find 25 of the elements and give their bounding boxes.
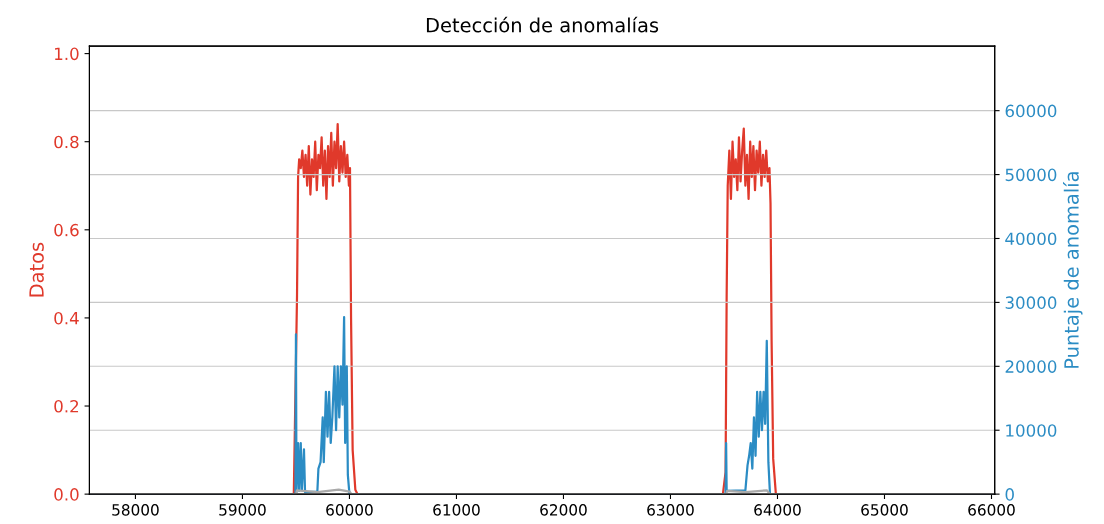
y-tick-label: 0.6	[54, 223, 79, 237]
y-tick-label: 0.8	[54, 135, 79, 149]
x-tick-label: 65000	[861, 504, 908, 516]
x-tick-label: 62000	[540, 504, 587, 516]
y2-tick-label: 10000	[1006, 424, 1057, 437]
y-tick-label: 0.4	[54, 311, 79, 325]
y-tick-label: 1.0	[55, 47, 79, 61]
y2-tick-label: 0	[1005, 488, 1014, 501]
x-tick-label: 60000	[326, 504, 373, 516]
y-tick-label: 0.0	[54, 488, 79, 501]
x-tick-label: 61000	[433, 504, 480, 516]
x-tick-label: 59000	[219, 504, 266, 516]
y2-tick-label: 30000	[1005, 296, 1057, 309]
x-tick-label: 58000	[112, 504, 159, 516]
y2-tick-label: 40000	[1005, 232, 1057, 246]
y2-tick-label: 50000	[1005, 168, 1057, 182]
x-tick-label: 66000	[968, 504, 1015, 516]
y-axis-title: Datos	[29, 242, 44, 297]
y2-axis-title: Puntaje de anomalía	[1063, 172, 1083, 368]
y-tick-label: 0.2	[54, 399, 79, 413]
x-tick-label: 63000	[647, 504, 694, 516]
chart-title: Detección de anomalías	[426, 16, 659, 33]
y2-tick-label: 60000	[1005, 104, 1057, 118]
x-tick-label: 64000	[754, 504, 801, 516]
y2-tick-label: 20000	[1005, 360, 1057, 373]
